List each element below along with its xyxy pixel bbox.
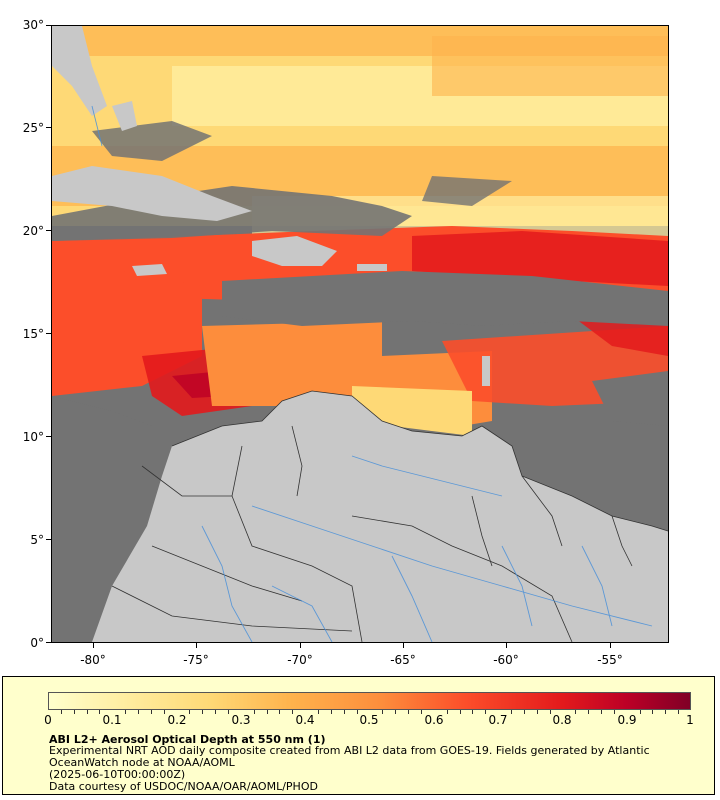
colorbar-minor-tick <box>330 710 332 714</box>
colorbar-minor-tick <box>485 710 487 714</box>
colorbar-minor-tick <box>125 710 127 714</box>
x-tick-mark <box>300 643 301 648</box>
colorbar-minor-tick <box>356 710 358 714</box>
colorbar-tick-label: 0 <box>44 713 52 727</box>
y-tick-label: 5° <box>30 533 44 547</box>
colorbar-tick-label: 0.1 <box>102 713 122 727</box>
colorbar-minor-tick <box>253 710 255 714</box>
y-tick-label: 10° <box>22 430 44 444</box>
caption-date: (2025-06-10T00:00:00Z) <box>49 768 186 781</box>
colorbar-minor-tick <box>73 710 75 714</box>
rivers <box>91 105 653 642</box>
colorbar-minor-tick <box>575 710 577 714</box>
y-tick-label: 25° <box>22 121 44 135</box>
colorbar-tick-label: 0.9 <box>617 713 637 727</box>
x-tick-mark <box>610 643 611 648</box>
legend-panel: 0 0.1 0.2 0.3 0.4 0.5 0.6 0.7 0.8 0.9 1 … <box>2 676 715 795</box>
y-tick-label: 20° <box>22 224 44 238</box>
colorbar-minor-tick <box>86 710 88 714</box>
colorbar-minor-tick <box>472 710 474 714</box>
colorbar-minor-tick <box>138 710 140 714</box>
colorbar-tick-label: 0.5 <box>359 713 379 727</box>
colorbar-minor-tick <box>665 710 667 714</box>
x-tick-mark <box>196 643 197 648</box>
map-panel <box>51 25 669 643</box>
colorbar-minor-tick <box>600 710 602 714</box>
x-tick-label: -70° <box>287 653 313 667</box>
colorbar-tick-label: 0.7 <box>488 713 508 727</box>
colorbar-minor-tick <box>292 710 294 714</box>
colorbar-minor-tick <box>99 710 101 714</box>
colorbar-minor-tick <box>279 710 281 714</box>
y-tick-mark <box>46 127 51 128</box>
x-tick-label: -55° <box>597 653 623 667</box>
y-tick-mark <box>46 642 51 643</box>
colorbar-minor-tick <box>382 710 384 714</box>
colorbar-minor-tick <box>266 710 268 714</box>
colorbar-minor-tick <box>459 710 461 714</box>
x-tick-label: -75° <box>183 653 209 667</box>
colorbar-minor-tick <box>215 710 217 714</box>
y-tick-mark <box>46 25 51 26</box>
south-america-land <box>92 391 668 642</box>
colorbar-minor-tick <box>395 710 397 714</box>
aod-map <box>52 26 668 642</box>
x-tick-mark <box>93 643 94 648</box>
x-tick-mark <box>506 643 507 648</box>
x-tick-label: -80° <box>80 653 106 667</box>
colorbar-tick-label: 0.3 <box>231 713 251 727</box>
caption-description: Experimental NRT AOD daily composite cre… <box>49 744 650 769</box>
colorbar-minor-tick <box>408 710 410 714</box>
colorbar-minor-tick <box>318 710 320 714</box>
y-tick-mark <box>46 230 51 231</box>
colorbar-minor-tick <box>588 710 590 714</box>
bahamas-land <box>112 101 137 131</box>
colorbar-minor-tick <box>163 710 165 714</box>
country-borders <box>111 390 668 642</box>
y-tick-label: 30° <box>22 18 44 32</box>
colorbar-minor-tick <box>613 710 615 714</box>
hispaniola-land <box>252 236 337 266</box>
x-tick-mark <box>403 643 404 648</box>
colorbar-minor-tick <box>652 710 654 714</box>
colorbar-minor-tick <box>549 710 551 714</box>
colorbar-minor-tick <box>189 710 191 714</box>
colorbar-minor-tick <box>202 710 204 714</box>
colorbar-minor-tick <box>420 710 422 714</box>
x-tick-label: -65° <box>390 653 416 667</box>
colorbar <box>48 692 691 710</box>
y-tick-label: 0° <box>30 636 44 650</box>
colorbar-tick-label: 0.4 <box>295 713 315 727</box>
colorbar-tick-label: 1 <box>686 713 694 727</box>
colorbar-minor-tick <box>639 710 641 714</box>
colorbar-minor-tick <box>446 710 448 714</box>
colorbar-minor-tick <box>536 710 538 714</box>
y-tick-mark <box>46 436 51 437</box>
colorbar-minor-tick <box>523 710 525 714</box>
colorbar-tick-label: 0.8 <box>552 713 572 727</box>
lesser-antilles-land <box>482 356 490 386</box>
colorbar-minor-tick <box>678 710 680 714</box>
colorbar-minor-tick <box>60 710 62 714</box>
colorbar-tick-label: 0.2 <box>167 713 187 727</box>
colorbar-minor-tick <box>150 710 152 714</box>
y-tick-mark <box>46 333 51 334</box>
cuba-land <box>52 166 252 221</box>
y-tick-mark <box>46 539 51 540</box>
caption-title: ABI L2+ Aerosol Optical Depth at 550 nm … <box>49 733 326 746</box>
caption-credit: Data courtesy of USDOC/NOAA/OAR/AOML/PHO… <box>49 780 318 793</box>
florida-land <box>52 26 107 116</box>
colorbar-minor-tick <box>228 710 230 714</box>
x-tick-label: -60° <box>493 653 519 667</box>
jamaica-land <box>132 264 167 276</box>
colorbar-minor-tick <box>510 710 512 714</box>
colorbar-tick-label: 0.6 <box>424 713 444 727</box>
y-tick-label: 15° <box>22 327 44 341</box>
colorbar-minor-tick <box>343 710 345 714</box>
puerto-rico-land <box>357 264 387 271</box>
